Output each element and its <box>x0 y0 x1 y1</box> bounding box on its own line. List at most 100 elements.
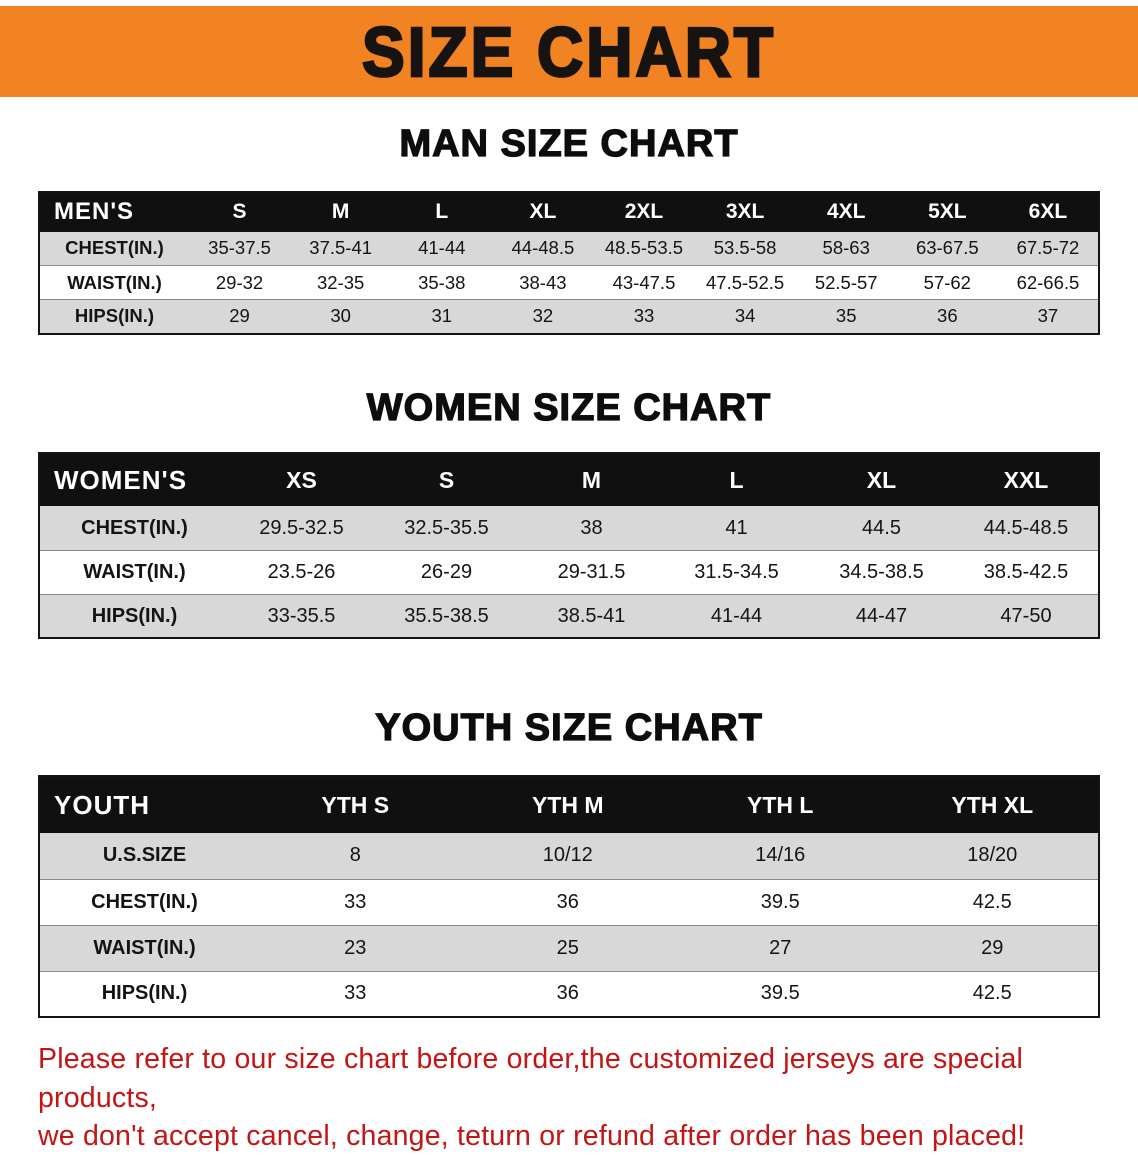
size-column-header: 3XL <box>725 200 765 224</box>
size-value-cell: 23.5-26 <box>267 560 336 583</box>
size-value-cell: 34 <box>734 305 756 327</box>
size-value-cell: 33-35.5 <box>267 604 336 627</box>
size-value-cell: 67.5-72 <box>1016 237 1080 259</box>
size-value-cell: 31 <box>431 305 453 327</box>
size-value-cell: 8 <box>349 844 361 867</box>
table-row: CHEST(IN.) 35-37.5 37.5-41 41-44 44-48.5 48.5… <box>39 231 1099 266</box>
size-value-cell: 29-32 <box>215 271 264 293</box>
size-value-cell: 33 <box>344 982 367 1005</box>
size-value-cell: 62-66.5 <box>1016 271 1080 293</box>
row-label-cell: HIPS(IN.) <box>101 982 188 1005</box>
size-column-header: XL <box>866 466 897 493</box>
disclaimer-line-2: we don't accept cancel, change, teturn o… <box>38 1120 1026 1152</box>
size-value-cell: 42.5 <box>972 982 1012 1005</box>
man-size-table: MEN'S S M L XL 2XL 3XL 4XL 5XL 6XL CHEST(IN.) 35-37… <box>38 190 1100 335</box>
size-value-cell: 37.5-41 <box>309 237 373 259</box>
size-value-cell: 14/16 <box>755 844 806 867</box>
size-table: YOUTH YTH S YTH M YTH L YTH XL U.S.SIZE 8 10/12… <box>38 775 1100 1019</box>
size-value-cell: 10/12 <box>542 844 593 867</box>
row-label-cell: WAIST(IN.) <box>67 271 162 293</box>
man-size-chart-title: MAN SIZE CHART <box>399 122 739 165</box>
size-value-cell: 38.5-41 <box>557 604 626 627</box>
size-column-header: YTH S <box>321 791 390 818</box>
size-table: MEN'S S M L XL 2XL 3XL 4XL 5XL 6XL CHEST(IN.) 35-37… <box>38 190 1100 335</box>
size-value-cell: 29.5-32.5 <box>259 516 344 539</box>
size-value-cell: 29-31.5 <box>557 560 626 583</box>
row-label-cell: U.S.SIZE <box>102 844 187 867</box>
size-value-cell: 29 <box>981 936 1004 959</box>
size-value-cell: 41 <box>725 516 748 539</box>
size-value-cell: 57-62 <box>923 271 971 293</box>
size-value-cell: 31.5-34.5 <box>694 560 779 583</box>
size-value-cell: 53.5-58 <box>713 237 777 259</box>
size-value-cell: 44.5 <box>862 516 901 539</box>
table-group-label: YOUTH <box>54 789 150 820</box>
size-value-cell: 35-37.5 <box>208 237 271 259</box>
table-header-row: MEN'S S M L XL 2XL 3XL 4XL 5XL 6XL <box>39 191 1099 232</box>
size-value-cell: 38-43 <box>519 271 567 293</box>
size-value-cell: 44-47 <box>855 604 908 627</box>
table-row: CHEST(IN.) 29.5-32.5 32.5-35.5 38 41 44.5 44.5… <box>39 506 1099 551</box>
size-column-header: M <box>331 200 350 224</box>
row-label-cell: HIPS(IN.) <box>74 305 155 327</box>
size-value-cell: 32.5-35.5 <box>404 516 489 539</box>
size-value-cell: 18/20 <box>967 844 1018 867</box>
table-group-label: WOMEN'S <box>54 464 188 495</box>
size-column-header: M <box>581 466 602 493</box>
row-label-cell: CHEST(IN.) <box>81 516 188 539</box>
size-value-cell: 52.5-57 <box>814 271 878 293</box>
size-value-cell: 23 <box>344 936 367 959</box>
table-row: WAIST(IN.) 29-32 32-35 35-38 38-43 43-47.5 47.… <box>39 265 1099 300</box>
size-column-header: S <box>232 200 247 224</box>
size-value-cell: 44-48.5 <box>511 237 575 259</box>
size-column-header: L <box>729 466 744 493</box>
size-value-cell: 26-29 <box>420 560 473 583</box>
size-column-header: S <box>438 466 455 493</box>
table-row: WAIST(IN.) 23 25 27 29 <box>39 925 1099 972</box>
youth-size-chart-title: YOUTH SIZE CHART <box>375 707 763 750</box>
size-value-cell: 58-63 <box>822 237 870 259</box>
size-value-cell: 42.5 <box>972 890 1012 913</box>
row-label-cell: WAIST(IN.) <box>93 936 196 959</box>
disclaimer-line-1: Please refer to our size chart before or… <box>38 1043 1024 1114</box>
size-column-header: YTH M <box>531 791 604 818</box>
size-value-cell: 30 <box>330 305 351 327</box>
size-column-header: YTH L <box>747 791 814 818</box>
size-column-header: XXL <box>1003 466 1049 493</box>
disclaimer: Please refer to our size chart before or… <box>0 1040 1138 1155</box>
size-value-cell: 32-35 <box>317 271 365 293</box>
size-value-cell: 41-44 <box>418 237 466 259</box>
size-value-cell: 34.5-38.5 <box>839 560 924 583</box>
women-size-table: WOMEN'S XS S M L XL XXL CHEST(IN.) 29.5-32.5 32.5… <box>38 452 1100 640</box>
row-label-cell: HIPS(IN.) <box>91 604 178 627</box>
women-size-chart-title: WOMEN SIZE CHART <box>366 386 772 429</box>
table-header-row: WOMEN'S XS S M L XL XXL <box>39 453 1099 507</box>
size-value-cell: 33 <box>344 890 367 913</box>
size-value-cell: 36 <box>556 890 579 913</box>
size-column-header: 2XL <box>624 200 664 224</box>
table-row: HIPS(IN.) 33 36 39.5 42.5 <box>39 971 1099 1017</box>
size-value-cell: 47.5-52.5 <box>706 271 785 293</box>
size-table: WOMEN'S XS S M L XL XXL CHEST(IN.) 29.5-32.5 32.5… <box>38 452 1100 640</box>
row-label-cell: WAIST(IN.) <box>83 560 186 583</box>
size-chart-banner: SIZE CHART <box>0 6 1138 97</box>
size-column-header: XL <box>529 200 557 224</box>
size-value-cell: 38.5-42.5 <box>983 560 1069 583</box>
size-column-header: 6XL <box>1028 200 1068 224</box>
size-value-cell: 27 <box>769 936 792 959</box>
table-row: U.S.SIZE 8 10/12 14/16 18/20 <box>39 833 1099 880</box>
table-row: HIPS(IN.) 33-35.5 35.5-38.5 38.5-41 41-44 44-… <box>39 594 1099 639</box>
size-column-header: XS <box>286 466 317 493</box>
size-value-cell: 43-47.5 <box>612 271 676 293</box>
size-value-cell: 44.5-48.5 <box>983 516 1069 539</box>
size-column-header: 4XL <box>826 200 866 224</box>
row-label-cell: CHEST(IN.) <box>65 237 164 259</box>
size-value-cell: 63-67.5 <box>915 237 979 259</box>
youth-size-table: YOUTH YTH S YTH M YTH L YTH XL U.S.SIZE 8 10/12… <box>38 775 1100 1019</box>
size-value-cell: 35.5-38.5 <box>404 604 489 627</box>
table-header-row: YOUTH YTH S YTH M YTH L YTH XL <box>39 776 1099 834</box>
size-value-cell: 29 <box>229 305 250 327</box>
size-column-header: YTH XL <box>951 791 1034 818</box>
table-row: CHEST(IN.) 33 36 39.5 42.5 <box>39 879 1099 925</box>
size-value-cell: 38 <box>580 516 603 539</box>
